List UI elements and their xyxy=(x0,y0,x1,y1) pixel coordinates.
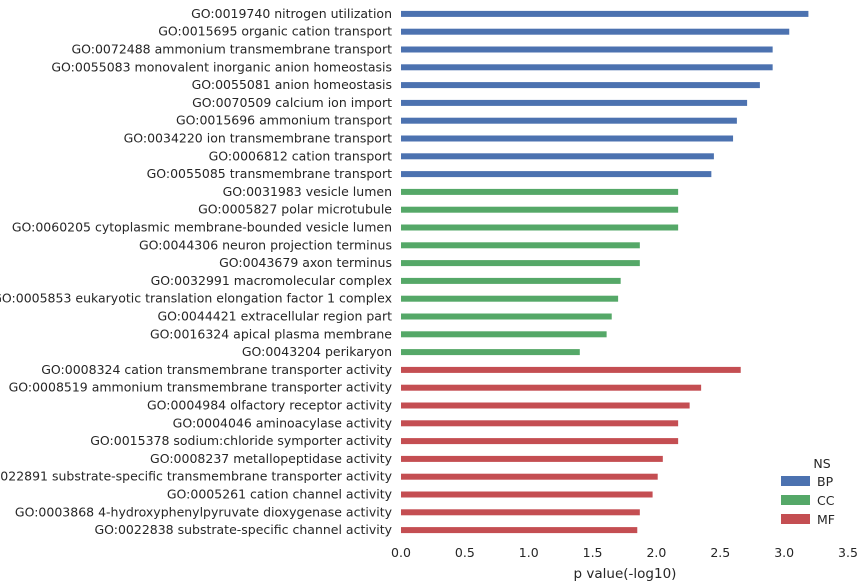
bar xyxy=(401,46,773,53)
category-label: GO:0055085 transmembrane transport xyxy=(147,166,393,181)
legend-swatch xyxy=(781,514,810,524)
bar xyxy=(401,473,658,480)
bar xyxy=(401,188,679,195)
bar xyxy=(401,331,607,338)
bar xyxy=(401,509,640,516)
category-label: GO:0005827 polar microtubule xyxy=(198,202,392,217)
bar xyxy=(401,402,690,409)
bar xyxy=(401,82,760,89)
category-label: GO:0032991 macromolecular complex xyxy=(151,273,392,288)
legend-title: NS xyxy=(813,456,830,471)
bar xyxy=(401,171,712,178)
legend: NS BP CC MF xyxy=(781,456,835,527)
category-label: GO:0022891 substrate-specific transmembr… xyxy=(0,469,393,484)
category-label: GO:0043679 axon terminus xyxy=(219,255,392,270)
category-label: GO:0044306 neuron projection terminus xyxy=(139,237,392,252)
bar xyxy=(401,349,580,356)
x-tick-label: 2.5 xyxy=(710,545,730,560)
category-label: GO:0070509 calcium ion import xyxy=(192,95,392,110)
bar xyxy=(401,117,737,124)
bar xyxy=(401,384,702,391)
legend-label: BP xyxy=(817,474,834,489)
category-label: GO:0031983 vesicle lumen xyxy=(223,184,392,199)
x-axis-title: p value(-log10) xyxy=(574,566,677,582)
category-label: GO:0044421 extracellular region part xyxy=(157,309,392,324)
category-label: GO:0022838 substrate-specific channel ac… xyxy=(94,522,392,537)
legend-swatch xyxy=(781,476,810,486)
legend-swatch xyxy=(781,495,810,505)
category-label: GO:0008519 ammonium transmembrane transp… xyxy=(9,380,393,395)
legend-label: CC xyxy=(817,493,835,508)
bar xyxy=(401,99,748,106)
category-label: GO:0034220 ion transmembrane transport xyxy=(124,131,393,146)
category-label: GO:0019740 nitrogen utilization xyxy=(191,6,392,21)
legend-label: MF xyxy=(817,512,835,527)
x-tick-label: 2.0 xyxy=(646,545,666,560)
x-tick-label: 1.0 xyxy=(519,545,539,560)
category-label: GO:0004984 olfactory receptor activity xyxy=(147,398,393,413)
category-label: GO:0015695 organic cation transport xyxy=(158,24,392,39)
bar xyxy=(401,491,653,498)
category-label: GO:0008237 metallopeptidase activity xyxy=(150,451,393,466)
bars-group xyxy=(401,10,809,534)
bar xyxy=(401,260,640,267)
bar xyxy=(401,295,619,302)
category-label: GO:0005853 eukaryotic translation elonga… xyxy=(0,291,392,306)
x-tick-label: 3.5 xyxy=(838,545,858,560)
category-label: GO:0006812 cation transport xyxy=(209,148,392,163)
category-labels-group: GO:0019740 nitrogen utilization GO:001569… xyxy=(0,6,393,537)
x-tick-label: 0.0 xyxy=(391,545,411,560)
category-label: GO:0004046 aminoacylase activity xyxy=(173,415,393,430)
bar xyxy=(401,438,679,445)
x-tick-label: 3.0 xyxy=(774,545,794,560)
x-tick-label: 0.5 xyxy=(455,545,475,560)
bar xyxy=(401,10,809,17)
bar xyxy=(401,313,612,320)
category-label: GO:0015696 ammonium transport xyxy=(176,113,392,128)
bar xyxy=(401,224,679,231)
category-label: GO:0016324 apical plasma membrane xyxy=(150,326,392,341)
bar xyxy=(401,277,621,284)
category-label: GO:0072488 ammonium transmembrane transp… xyxy=(71,42,392,57)
category-label: GO:0060205 cytoplasmic membrane-bounded … xyxy=(12,220,392,235)
category-label: GO:0015378 sodium:chloride symporter act… xyxy=(90,433,392,448)
category-label: GO:0055081 anion homeostasis xyxy=(192,77,392,92)
bar xyxy=(401,366,741,373)
category-label: GO:0055083 monovalent inorganic anion ho… xyxy=(51,59,392,74)
category-label: GO:0008324 cation transmembrane transpor… xyxy=(41,362,392,377)
bar xyxy=(401,153,714,160)
bar xyxy=(401,420,679,427)
bar xyxy=(401,64,773,71)
category-label: GO:0005261 cation channel activity xyxy=(167,487,393,502)
category-label: GO:0043204 perikaryon xyxy=(242,344,392,359)
bar xyxy=(401,28,790,35)
bar xyxy=(401,455,663,462)
category-label: GO:0003868 4-hydroxyphenylpyruvate dioxy… xyxy=(15,504,393,519)
bar xyxy=(401,135,734,142)
x-axis-ticks-group: 0.0 0.5 1.0 1.5 2.0 2.5 3.0 3.5 xyxy=(391,545,858,560)
x-tick-label: 1.5 xyxy=(583,545,603,560)
bar xyxy=(401,242,640,249)
bar xyxy=(401,527,638,534)
bar xyxy=(401,206,679,213)
